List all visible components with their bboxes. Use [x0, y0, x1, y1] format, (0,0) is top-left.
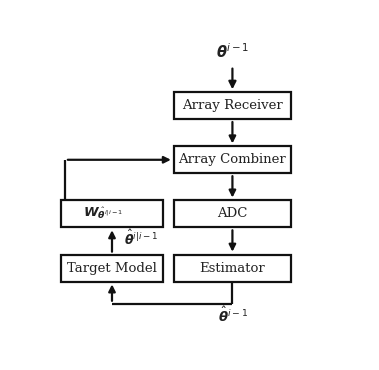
Text: $\boldsymbol{W}_{\hat{\boldsymbol{\theta}}^{i|i-1}}$: $\boldsymbol{W}_{\hat{\boldsymbol{\theta…: [83, 206, 124, 222]
FancyBboxPatch shape: [174, 92, 291, 119]
Text: Target Model: Target Model: [67, 262, 157, 275]
FancyBboxPatch shape: [174, 146, 291, 173]
Text: $\boldsymbol{\theta}^{i-1}$: $\boldsymbol{\theta}^{i-1}$: [216, 43, 249, 61]
Text: Array Receiver: Array Receiver: [182, 99, 283, 112]
FancyBboxPatch shape: [174, 201, 291, 228]
Text: Estimator: Estimator: [200, 262, 265, 275]
Text: ADC: ADC: [217, 208, 247, 221]
FancyBboxPatch shape: [174, 255, 291, 282]
FancyBboxPatch shape: [61, 255, 163, 282]
Text: $\hat{\boldsymbol{\theta}}^{i|i-1}$: $\hat{\boldsymbol{\theta}}^{i|i-1}$: [124, 229, 158, 248]
FancyBboxPatch shape: [61, 201, 163, 228]
Text: Array Combiner: Array Combiner: [179, 153, 286, 166]
Text: $\hat{\boldsymbol{\theta}}^{i-1}$: $\hat{\boldsymbol{\theta}}^{i-1}$: [218, 306, 248, 325]
